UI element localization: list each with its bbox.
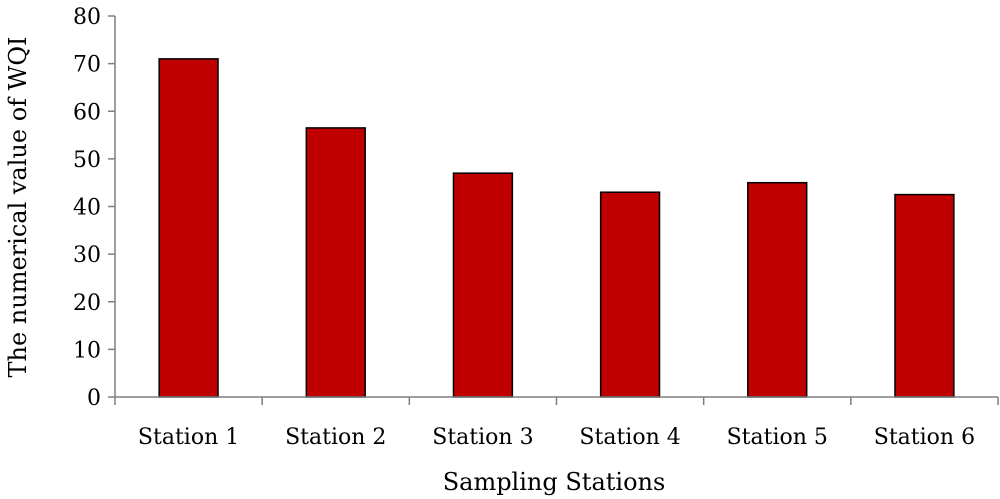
x-tick-label: Station 3 [432,425,533,450]
x-tick-label: Station 6 [874,425,975,450]
x-axis-ticks: Station 1 Station 2 Station 3 Station 4 Stat… [114,397,999,450]
y-tick-label: 80 [73,5,101,30]
y-tick-label: 70 [73,53,101,78]
y-tick-label: 10 [73,338,101,363]
y-tick-label: 50 [73,148,101,173]
y-tick-label: 40 [73,196,101,221]
y-tick-label: 30 [73,243,101,268]
bar-3 [452,172,514,398]
bar-2 [305,127,366,398]
bars [158,58,955,398]
y-axis-title: The numerical value of WQI [4,37,32,378]
y-tick-label: 0 [87,386,101,411]
bar-1 [158,58,219,398]
bar-4 [599,191,661,398]
bar-5 [747,181,808,398]
x-axis-title: Sampling Stations [443,468,666,496]
y-tick-label: 20 [73,291,101,316]
y-axis-ticks: 0 10 20 30 40 50 60 70 80 [73,5,115,411]
x-tick-label: Station 5 [727,425,828,450]
x-tick-label: Station 2 [285,425,386,450]
bar-6 [894,193,955,398]
y-tick-label: 60 [73,100,101,125]
x-tick-label: Station 1 [138,425,239,450]
x-tick-label: Station 4 [579,425,680,450]
